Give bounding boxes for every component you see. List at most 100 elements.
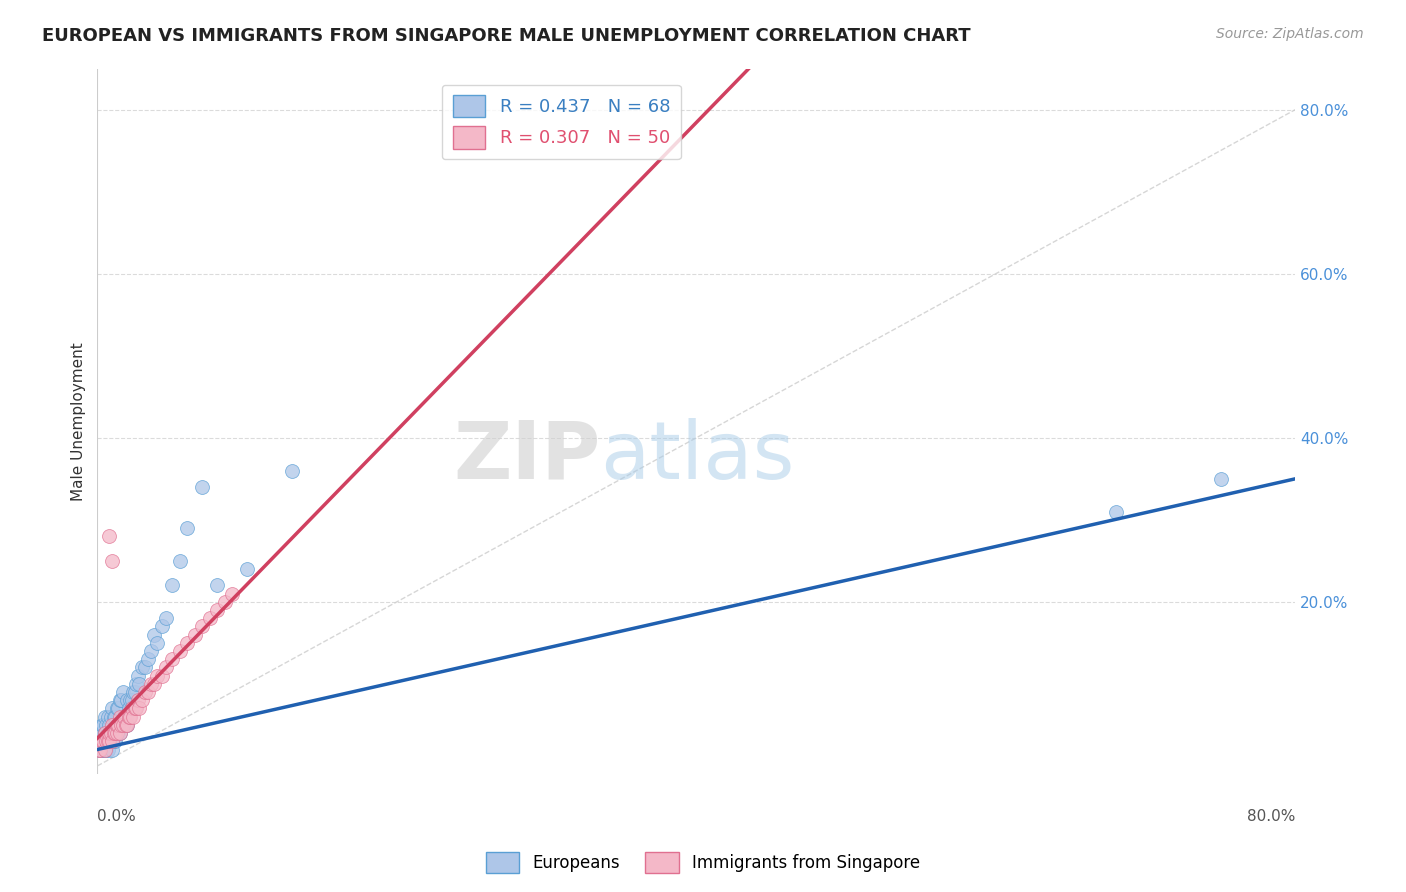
Point <box>127 693 149 707</box>
Point <box>100 709 122 723</box>
Text: 0.0%: 0.0% <box>97 809 136 824</box>
Point <box>134 685 156 699</box>
Point <box>108 726 131 740</box>
Point <box>169 554 191 568</box>
Text: atlas: atlas <box>600 417 794 496</box>
Point <box>110 718 132 732</box>
Point <box>112 709 135 723</box>
Point <box>101 734 124 748</box>
Point <box>160 652 183 666</box>
Point <box>1105 505 1128 519</box>
Point <box>105 701 128 715</box>
Point <box>236 562 259 576</box>
Text: ZIP: ZIP <box>453 417 600 496</box>
Point <box>100 726 122 740</box>
Point <box>100 734 122 748</box>
Point <box>120 693 142 707</box>
Point <box>108 726 131 740</box>
Point <box>118 709 141 723</box>
Point <box>111 685 134 699</box>
Point <box>103 726 125 740</box>
Point <box>125 701 148 715</box>
Point <box>89 742 111 756</box>
Point <box>120 709 142 723</box>
Point <box>97 734 120 748</box>
Point <box>97 726 120 740</box>
Point <box>108 693 131 707</box>
Point <box>110 718 132 732</box>
Legend: R = 0.437   N = 68, R = 0.307   N = 50: R = 0.437 N = 68, R = 0.307 N = 50 <box>441 85 681 160</box>
Point <box>98 734 121 748</box>
Point <box>97 709 120 723</box>
Point <box>221 587 243 601</box>
Point <box>87 742 110 756</box>
Point <box>107 726 129 740</box>
Point <box>1209 472 1232 486</box>
Point <box>191 619 214 633</box>
Point <box>105 718 128 732</box>
Point <box>155 660 177 674</box>
Point <box>101 718 124 732</box>
Point <box>107 701 129 715</box>
Point <box>98 734 121 748</box>
Point <box>191 480 214 494</box>
Point <box>117 718 139 732</box>
Point <box>205 603 228 617</box>
Point <box>101 742 124 756</box>
Point <box>98 529 121 543</box>
Point <box>146 636 169 650</box>
Point <box>101 554 124 568</box>
Point <box>103 734 125 748</box>
Legend: Europeans, Immigrants from Singapore: Europeans, Immigrants from Singapore <box>479 846 927 880</box>
Point <box>128 677 150 691</box>
Point <box>90 718 112 732</box>
Point <box>122 709 145 723</box>
Text: EUROPEAN VS IMMIGRANTS FROM SINGAPORE MALE UNEMPLOYMENT CORRELATION CHART: EUROPEAN VS IMMIGRANTS FROM SINGAPORE MA… <box>42 27 970 45</box>
Point <box>89 726 111 740</box>
Point <box>94 709 117 723</box>
Point <box>104 709 127 723</box>
Point <box>205 578 228 592</box>
Point <box>117 693 139 707</box>
Point <box>93 742 115 756</box>
Y-axis label: Male Unemployment: Male Unemployment <box>72 342 86 500</box>
Point <box>124 685 146 699</box>
Point <box>104 734 127 748</box>
Point <box>131 660 153 674</box>
Point <box>169 644 191 658</box>
Point <box>141 677 163 691</box>
Point <box>121 693 143 707</box>
Point <box>114 709 136 723</box>
Point <box>96 718 118 732</box>
Point <box>90 734 112 748</box>
Point <box>110 693 132 707</box>
Point <box>96 734 118 748</box>
Point <box>134 660 156 674</box>
Point <box>94 742 117 756</box>
Point <box>107 718 129 732</box>
Point <box>176 636 198 650</box>
Point <box>105 726 128 740</box>
Point <box>96 742 118 756</box>
Point <box>94 726 117 740</box>
Point <box>122 685 145 699</box>
Point <box>103 709 125 723</box>
Text: Source: ZipAtlas.com: Source: ZipAtlas.com <box>1216 27 1364 41</box>
Point <box>93 734 115 748</box>
Point <box>90 742 112 756</box>
Point <box>160 578 183 592</box>
Point <box>94 742 117 756</box>
Point <box>128 701 150 715</box>
Point <box>125 677 148 691</box>
Point <box>141 644 163 658</box>
Point <box>136 652 159 666</box>
Point <box>124 701 146 715</box>
Point <box>96 734 118 748</box>
Point <box>118 701 141 715</box>
Point <box>112 709 135 723</box>
Point <box>214 595 236 609</box>
Point <box>93 734 115 748</box>
Point <box>90 734 112 748</box>
Point <box>143 677 166 691</box>
Point <box>98 726 121 740</box>
